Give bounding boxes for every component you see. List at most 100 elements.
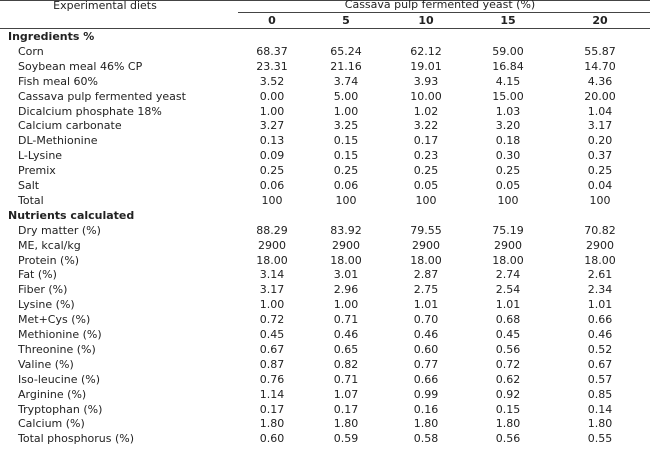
row-label: Cassava pulp fermented yeast	[18, 89, 186, 103]
row-label: Calcium (%)	[18, 417, 85, 431]
row-label: Tryptophan (%)	[18, 402, 103, 416]
cell-value: 10.00	[410, 89, 442, 103]
row-label: Valine (%)	[18, 357, 74, 371]
cell-value: 2.54	[495, 283, 521, 297]
row-label: Fiber (%)	[18, 283, 68, 297]
cell-value: 100	[335, 193, 357, 207]
cell-value: 0.09	[259, 149, 285, 163]
cell-value: 0.45	[259, 328, 285, 341]
cell-value: 0.04	[587, 179, 613, 192]
row-label: ME, kcal/kg	[18, 238, 81, 252]
row-label: Fish meal 60%	[18, 74, 99, 88]
column-header: 5	[342, 14, 350, 27]
cell-value: 1.07	[333, 387, 359, 401]
cell-value: 18.00	[410, 253, 442, 267]
cell-value: 1.01	[495, 298, 521, 312]
cell-value: 2900	[332, 238, 360, 252]
cell-value: 0.25	[259, 164, 285, 178]
cell-value: 0.72	[259, 313, 285, 327]
cell-value: 0.06	[333, 179, 359, 192]
cell-value: 0.55	[587, 432, 613, 446]
cell-value: 79.55	[410, 223, 442, 237]
cell-value: 70.82	[584, 223, 616, 237]
cell-value: 75.19	[492, 223, 524, 237]
cell-value: 1.00	[259, 298, 285, 312]
cell-value: 2.96	[333, 283, 359, 297]
cell-value: 0.17	[259, 402, 285, 416]
cell-value: 0.05	[413, 179, 439, 192]
cell-value: 0.46	[333, 328, 359, 341]
cell-value: 3.17	[587, 119, 613, 133]
stub-header: Experimental diets	[53, 0, 157, 12]
cell-value: 0.16	[413, 402, 439, 416]
cell-value: 0.45	[495, 328, 521, 341]
cell-value: 3.22	[413, 119, 439, 133]
cell-value: 0.46	[587, 328, 613, 341]
cell-value: 0.15	[333, 134, 359, 148]
row-label: Total	[18, 193, 44, 207]
cell-value: 0.57	[587, 372, 613, 386]
cell-value: 14.70	[584, 59, 616, 73]
cell-value: 5.00	[333, 89, 359, 103]
row-label: Salt	[18, 179, 40, 192]
cell-value: 0.13	[259, 134, 285, 148]
cell-value: 15.00	[492, 89, 524, 103]
cell-value: 3.14	[259, 268, 285, 282]
cell-value: 23.31	[256, 59, 288, 73]
cell-value: 1.00	[333, 104, 359, 118]
cell-value: 0.76	[259, 372, 285, 386]
cell-value: 3.93	[413, 74, 439, 88]
cell-value: 2.34	[587, 283, 613, 297]
cell-value: 1.01	[413, 298, 439, 312]
cell-value: 1.03	[495, 104, 521, 118]
section-title: Nutrients calculated	[8, 208, 135, 222]
cell-value: 2.75	[413, 283, 439, 297]
cell-value: 2.61	[587, 268, 613, 282]
cell-value: 83.92	[330, 223, 362, 237]
cell-value: 0.00	[259, 89, 285, 103]
cell-value: 2900	[258, 238, 286, 252]
cell-value: 3.27	[259, 119, 285, 133]
cell-value: 88.29	[256, 223, 288, 237]
cell-value: 0.85	[587, 387, 613, 401]
cell-value: 0.05	[495, 179, 521, 192]
cell-value: 0.23	[413, 149, 439, 163]
cell-value: 0.25	[333, 164, 359, 178]
cell-value: 2900	[412, 238, 440, 252]
cell-value: 0.66	[413, 372, 439, 386]
cell-value: 0.66	[587, 313, 613, 327]
cell-value: 0.70	[413, 313, 439, 327]
cell-value: 0.20	[587, 134, 613, 148]
cell-value: 3.52	[259, 74, 285, 88]
cell-value: 18.00	[584, 253, 616, 267]
cell-value: 3.20	[495, 119, 521, 133]
cell-value: 100	[415, 193, 437, 207]
cell-value: 1.14	[259, 387, 285, 401]
cell-value: 1.00	[333, 298, 359, 312]
cell-value: 0.25	[587, 164, 613, 178]
cell-value: 4.36	[587, 74, 613, 88]
row-label: Calcium carbonate	[18, 119, 122, 133]
cell-value: 0.68	[495, 313, 521, 327]
cell-value: 59.00	[492, 44, 524, 58]
cell-value: 0.15	[495, 402, 521, 416]
cell-value: 0.30	[495, 149, 521, 163]
cell-value: 18.00	[330, 253, 362, 267]
cell-value: 0.25	[495, 164, 521, 178]
row-label: DL-Methionine	[18, 134, 98, 148]
column-header: 0	[268, 14, 276, 27]
cell-value: 62.12	[410, 44, 442, 58]
cell-value: 0.18	[495, 134, 521, 148]
cell-value: 3.25	[333, 119, 359, 133]
cell-value: 0.82	[333, 357, 359, 371]
cell-value: 1.80	[587, 417, 613, 431]
row-label: Met+Cys (%)	[18, 313, 91, 327]
column-header: 20	[592, 14, 608, 27]
cell-value: 4.15	[495, 74, 521, 88]
row-label: Iso-leucine (%)	[18, 372, 101, 386]
cell-value: 1.80	[333, 417, 359, 431]
cell-value: 0.46	[413, 328, 439, 341]
row-label: Arginine (%)	[18, 387, 87, 401]
cell-value: 1.80	[495, 417, 521, 431]
